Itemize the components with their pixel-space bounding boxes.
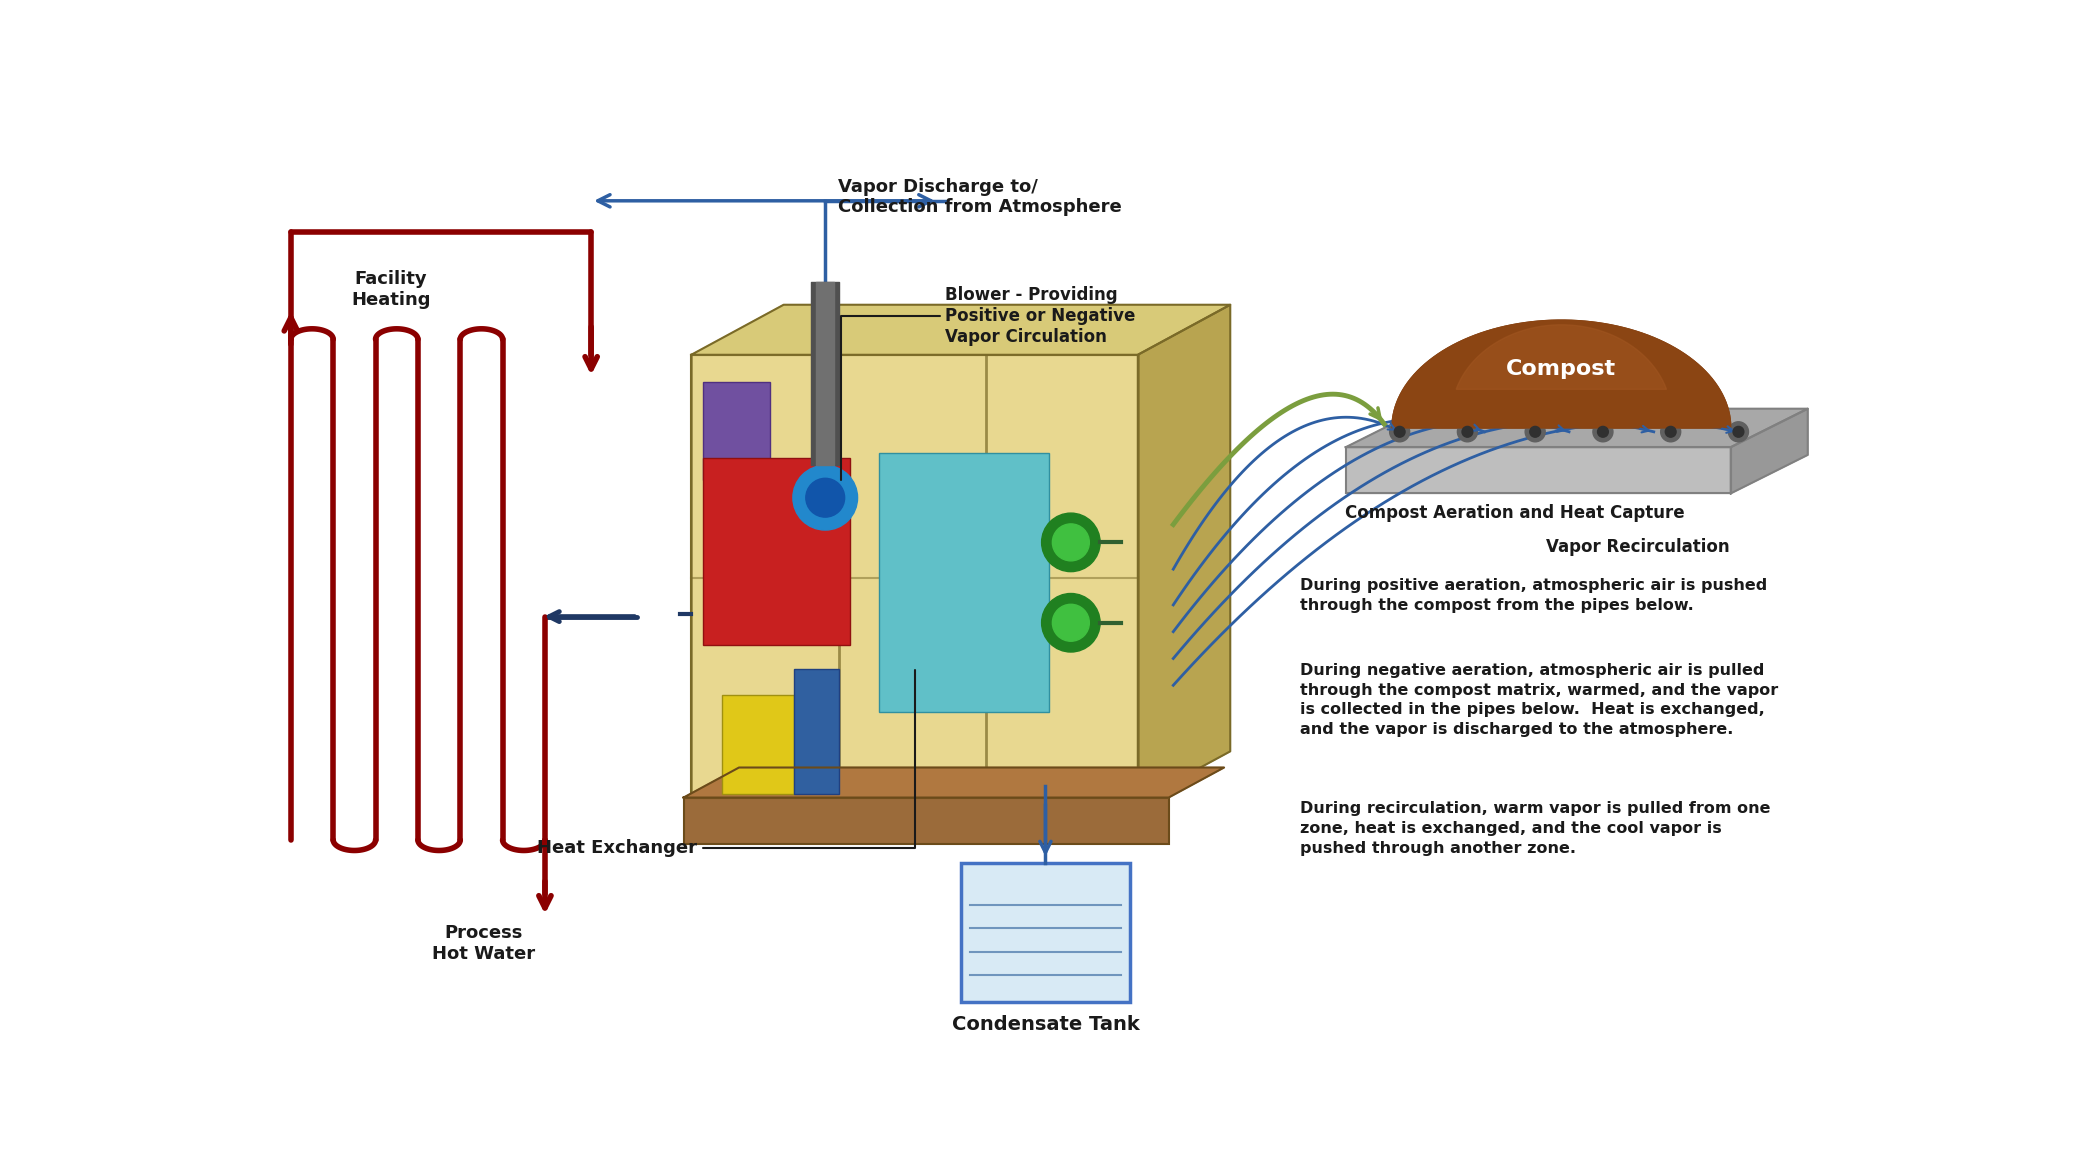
FancyBboxPatch shape [682, 798, 1168, 843]
Circle shape [1462, 427, 1472, 437]
Circle shape [1529, 427, 1541, 437]
Circle shape [794, 465, 857, 530]
Text: Compost Aeration and Heat Capture: Compost Aeration and Heat Capture [1346, 503, 1684, 522]
Text: Heat Exchanger: Heat Exchanger [538, 670, 916, 856]
Text: Process
Hot Water: Process Hot Water [433, 925, 536, 963]
Circle shape [1042, 594, 1100, 652]
Circle shape [1728, 422, 1749, 442]
Polygon shape [1392, 320, 1730, 428]
Polygon shape [1455, 325, 1667, 390]
Text: During positive aeration, atmospheric air is pushed
through the compost from the: During positive aeration, atmospheric ai… [1300, 578, 1766, 612]
FancyBboxPatch shape [962, 863, 1130, 1001]
Polygon shape [1730, 408, 1808, 493]
FancyBboxPatch shape [704, 457, 850, 645]
Text: Compost: Compost [1506, 358, 1617, 378]
Circle shape [1394, 427, 1405, 437]
Circle shape [1052, 604, 1090, 641]
Circle shape [1732, 427, 1743, 437]
Circle shape [1661, 422, 1680, 442]
FancyBboxPatch shape [878, 454, 1048, 712]
Circle shape [1052, 524, 1090, 560]
Circle shape [1457, 422, 1478, 442]
Polygon shape [1392, 320, 1730, 428]
Circle shape [1390, 422, 1409, 442]
Circle shape [1042, 513, 1100, 572]
Polygon shape [682, 768, 1224, 798]
Circle shape [1665, 427, 1676, 437]
FancyBboxPatch shape [704, 382, 771, 480]
Text: Vapor Discharge to/
Collection from Atmosphere: Vapor Discharge to/ Collection from Atmo… [838, 177, 1121, 217]
Circle shape [1598, 427, 1609, 437]
Text: During negative aeration, atmospheric air is pulled
through the compost matrix, : During negative aeration, atmospheric ai… [1300, 662, 1779, 738]
Text: During recirculation, warm vapor is pulled from one
zone, heat is exchanged, and: During recirculation, warm vapor is pull… [1300, 802, 1770, 856]
Text: Facility
Heating: Facility Heating [351, 270, 430, 309]
FancyBboxPatch shape [722, 696, 794, 793]
Text: Condensate Tank: Condensate Tank [951, 1015, 1140, 1035]
Circle shape [1525, 422, 1546, 442]
Text: Blower - Providing
Positive or Negative
Vapor Circulation: Blower - Providing Positive or Negative … [840, 287, 1136, 479]
Polygon shape [691, 305, 1231, 355]
Polygon shape [1346, 448, 1730, 493]
Circle shape [1594, 422, 1613, 442]
Text: Vapor Recirculation: Vapor Recirculation [1546, 538, 1730, 557]
FancyBboxPatch shape [794, 668, 838, 793]
Polygon shape [1346, 408, 1808, 448]
Polygon shape [691, 355, 1138, 802]
Polygon shape [1138, 305, 1231, 802]
Circle shape [806, 478, 844, 517]
